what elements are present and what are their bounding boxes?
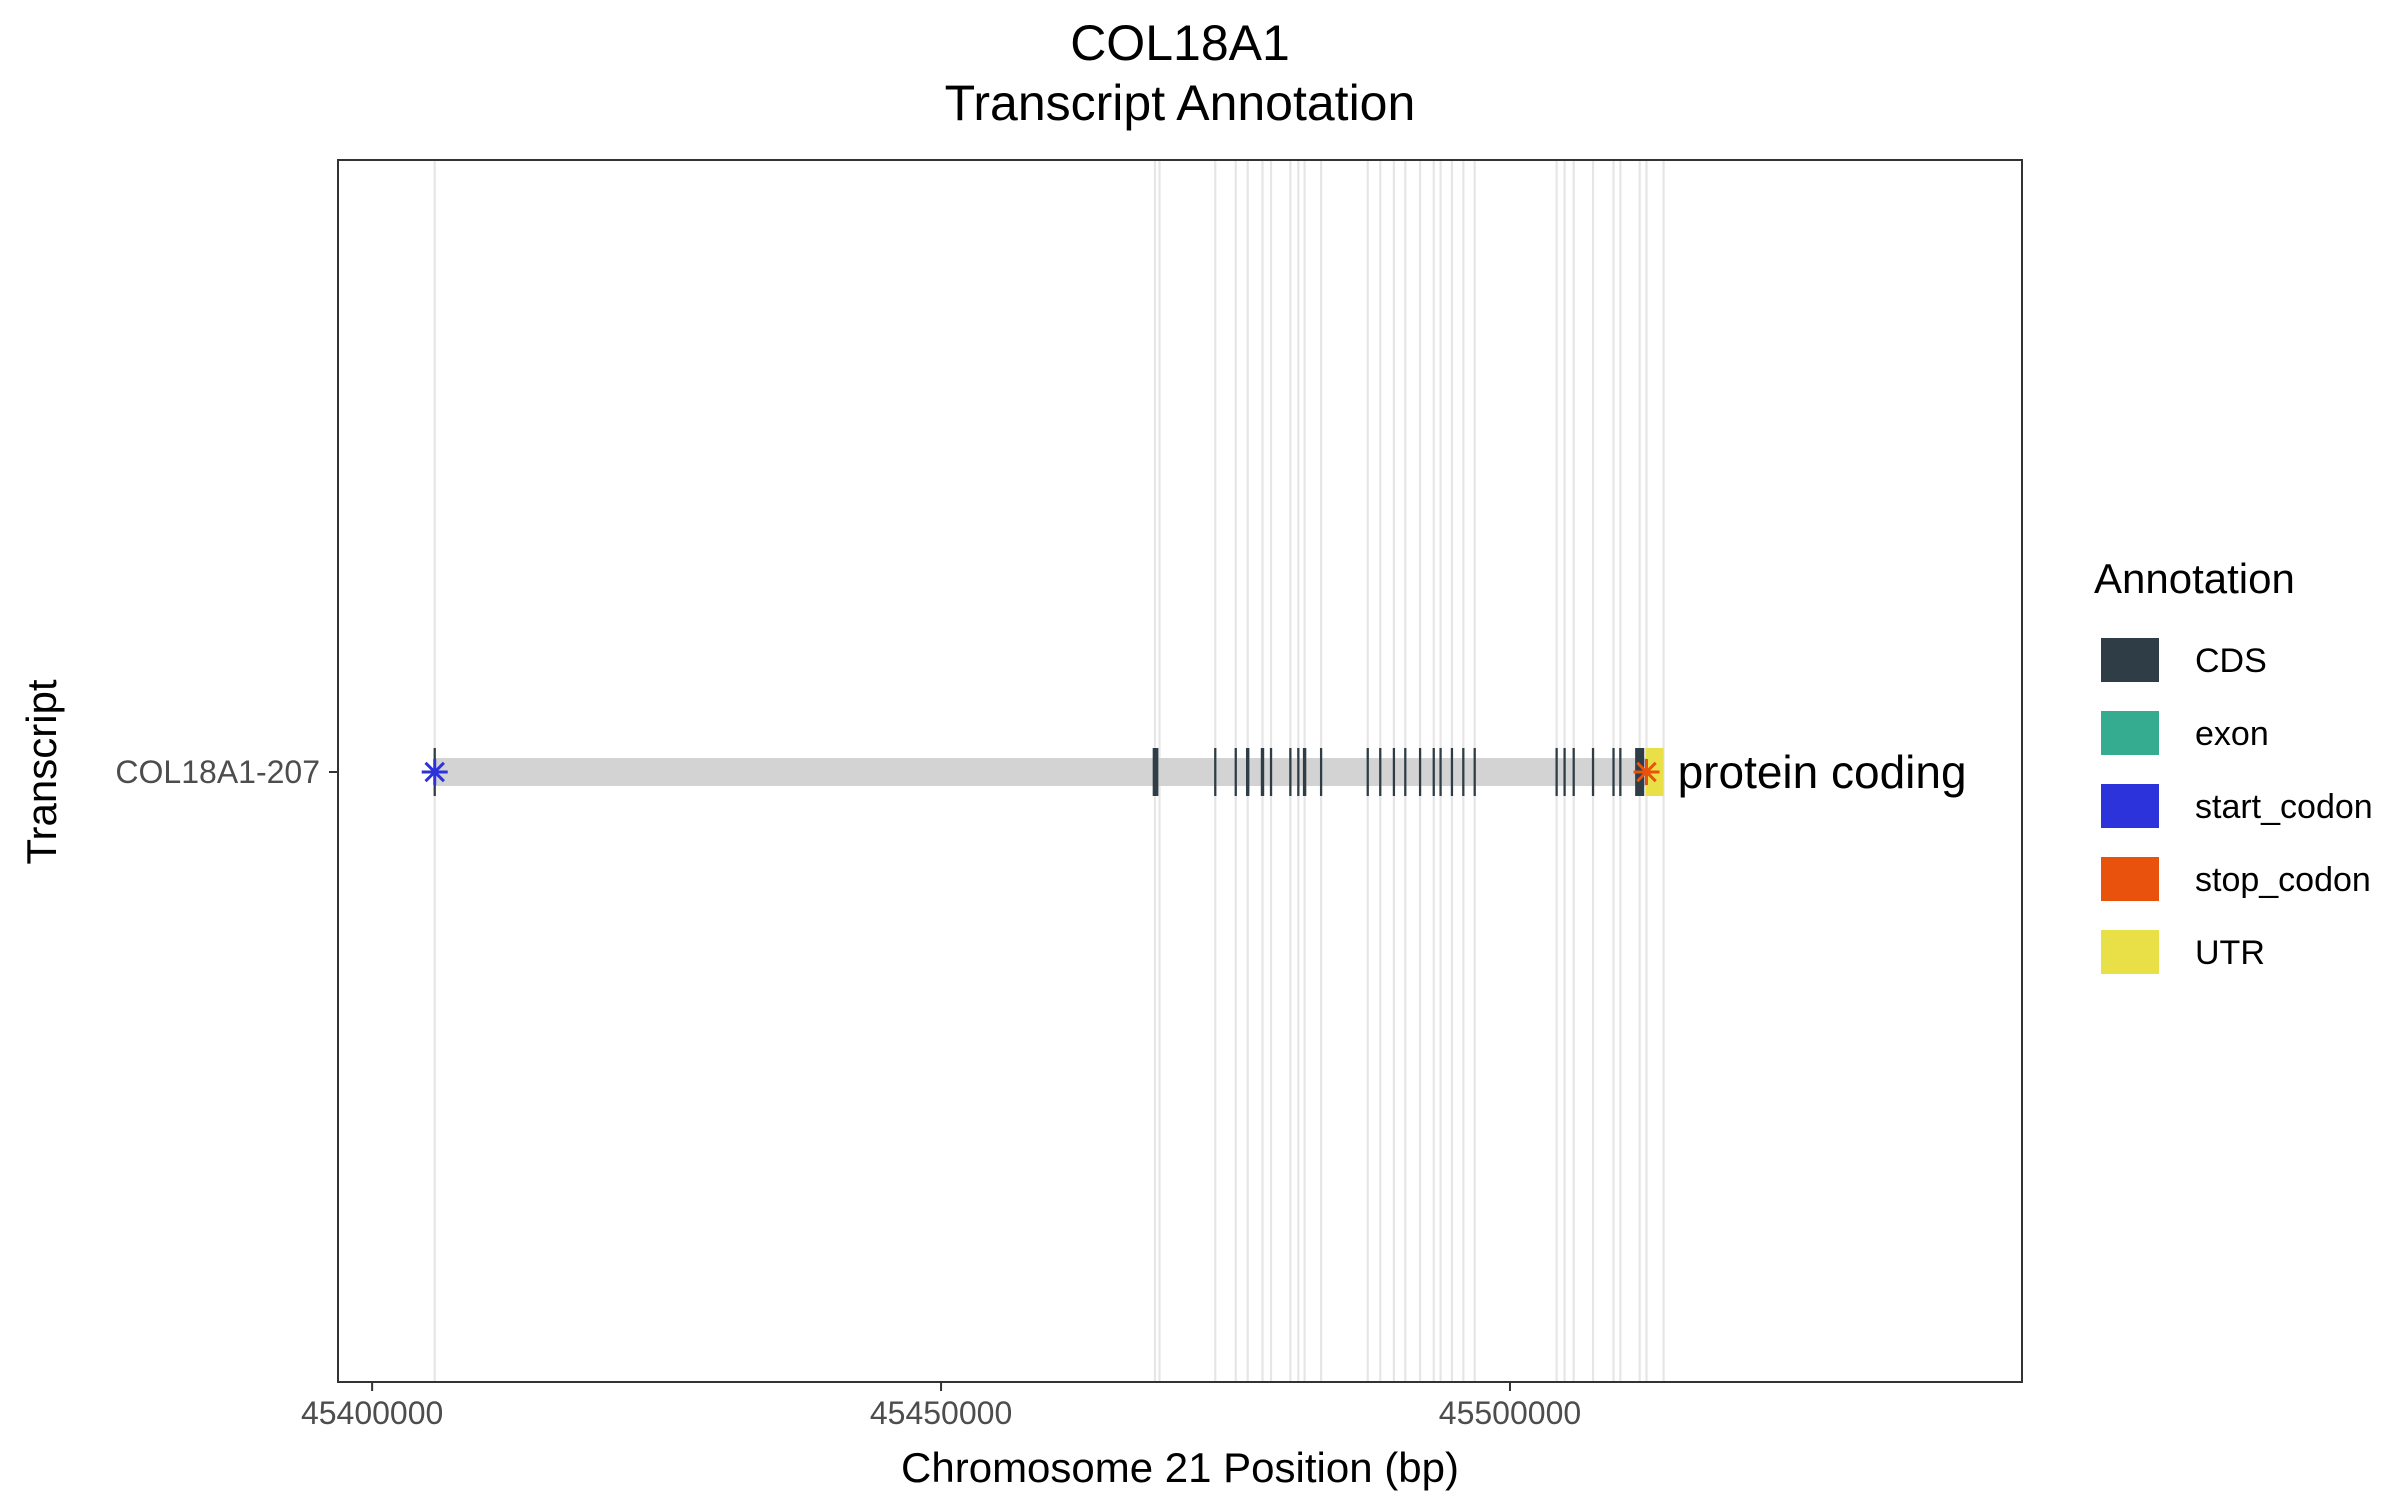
cds-block bbox=[1439, 748, 1442, 796]
cds-block bbox=[1152, 748, 1159, 796]
x-tick-label: 45450000 bbox=[870, 1395, 1012, 1431]
cds-block bbox=[1245, 748, 1250, 796]
plot-area: protein coding COL18A1-207 45400000 4545000… bbox=[115, 159, 2023, 1431]
cds-block bbox=[1379, 748, 1382, 796]
start-codon-marker-stroke bbox=[424, 761, 445, 783]
cds-block bbox=[1302, 748, 1307, 796]
cds-block bbox=[1366, 748, 1369, 796]
x-axis-title: Chromosome 21 Position (bp) bbox=[901, 1444, 1459, 1491]
cds-block bbox=[1462, 748, 1465, 796]
stop-codon-marker bbox=[1633, 759, 1660, 785]
y-tick-label: COL18A1-207 bbox=[115, 754, 320, 790]
legend-label-start-codon: start_codon bbox=[2195, 788, 2373, 826]
legend-swatch-exon bbox=[2101, 711, 2159, 755]
chart-subtitle: Transcript Annotation bbox=[945, 75, 1416, 131]
legend-title: Annotation bbox=[2094, 555, 2295, 602]
legend-swatch-start-codon bbox=[2101, 784, 2159, 828]
cds-block bbox=[1473, 748, 1476, 796]
start-codon-marker bbox=[421, 759, 448, 785]
intron-backbone bbox=[434, 758, 1664, 786]
legend-swatch-stop-codon bbox=[2101, 857, 2159, 901]
cds-block bbox=[1289, 748, 1292, 796]
cds-block bbox=[1563, 748, 1566, 796]
legend-swatch-cds bbox=[2101, 638, 2159, 682]
cds-block bbox=[1214, 748, 1217, 796]
transcript-biotype-label: protein coding bbox=[1678, 746, 1967, 798]
cds-block bbox=[1297, 748, 1300, 796]
cds-block bbox=[1619, 748, 1622, 796]
cds-block bbox=[1450, 748, 1454, 796]
cds-block bbox=[1234, 748, 1237, 796]
legend-swatch-utr bbox=[2101, 930, 2159, 974]
cds-block bbox=[1612, 748, 1615, 796]
cds-block bbox=[1591, 748, 1595, 796]
cds-block bbox=[1392, 748, 1396, 796]
x-tick-label: 45500000 bbox=[1439, 1395, 1581, 1431]
cds-block bbox=[1418, 748, 1422, 796]
legend-label-exon: exon bbox=[2195, 715, 2269, 753]
legend-label-cds: CDS bbox=[2195, 642, 2267, 680]
legend-label-stop-codon: stop_codon bbox=[2195, 861, 2371, 899]
x-tick-label: 45400000 bbox=[301, 1395, 443, 1431]
stop-codon-marker-stroke bbox=[1636, 761, 1657, 783]
cds-block bbox=[1319, 748, 1323, 796]
cds-block bbox=[1572, 748, 1575, 796]
legend: Annotation CDS exon start_codon stop_codon U… bbox=[2094, 555, 2373, 974]
y-axis-title: Transcript bbox=[18, 679, 65, 864]
cds-block bbox=[1269, 748, 1273, 796]
legend-label-utr: UTR bbox=[2195, 934, 2265, 972]
chart-title: COL18A1 bbox=[1070, 15, 1290, 71]
cds-block bbox=[1432, 748, 1435, 796]
cds-block bbox=[1260, 748, 1265, 796]
cds-block bbox=[1404, 748, 1407, 796]
cds-block bbox=[1555, 748, 1558, 796]
